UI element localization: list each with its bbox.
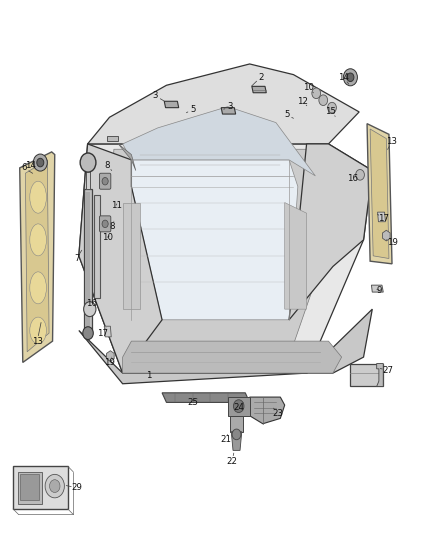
Text: 25: 25	[187, 398, 198, 407]
Polygon shape	[378, 212, 385, 222]
Polygon shape	[123, 203, 140, 309]
Text: 3: 3	[227, 102, 233, 111]
Polygon shape	[118, 144, 136, 171]
Circle shape	[45, 474, 64, 498]
Text: 8: 8	[105, 161, 110, 169]
Text: 24: 24	[233, 403, 244, 412]
Circle shape	[233, 400, 244, 413]
Ellipse shape	[30, 272, 46, 304]
FancyBboxPatch shape	[99, 216, 111, 232]
Text: 19: 19	[387, 238, 397, 247]
Polygon shape	[107, 136, 118, 141]
Polygon shape	[86, 160, 90, 189]
Polygon shape	[84, 189, 92, 330]
Polygon shape	[367, 124, 392, 264]
Polygon shape	[79, 144, 372, 373]
Text: 14: 14	[25, 161, 36, 169]
Polygon shape	[110, 149, 333, 357]
Text: 10: 10	[102, 233, 113, 241]
Text: 14: 14	[338, 73, 350, 82]
Polygon shape	[164, 101, 179, 108]
Circle shape	[343, 69, 357, 86]
Polygon shape	[350, 364, 383, 386]
Text: 29: 29	[71, 483, 82, 492]
Text: 9: 9	[376, 286, 381, 295]
Circle shape	[37, 158, 44, 167]
Text: 19: 19	[104, 358, 115, 367]
Polygon shape	[370, 129, 389, 259]
Text: 23: 23	[272, 409, 284, 417]
Text: 27: 27	[382, 366, 393, 375]
Ellipse shape	[30, 317, 46, 344]
Ellipse shape	[30, 224, 46, 256]
Text: 3: 3	[153, 92, 158, 100]
Text: 21: 21	[220, 435, 231, 444]
Polygon shape	[13, 466, 68, 509]
Circle shape	[232, 429, 241, 440]
Text: 11: 11	[110, 201, 122, 209]
Polygon shape	[20, 474, 39, 500]
Text: 2: 2	[258, 73, 263, 82]
Circle shape	[347, 73, 354, 82]
Polygon shape	[162, 393, 250, 402]
Polygon shape	[79, 309, 372, 384]
Text: 5: 5	[190, 105, 195, 114]
Text: 8: 8	[109, 222, 114, 231]
Polygon shape	[231, 432, 242, 450]
Text: 5: 5	[284, 110, 290, 119]
Polygon shape	[123, 341, 342, 373]
Circle shape	[312, 88, 321, 99]
Polygon shape	[79, 144, 162, 373]
Text: 13: 13	[32, 337, 43, 345]
Polygon shape	[131, 160, 298, 320]
Text: 17: 17	[97, 329, 109, 337]
Polygon shape	[289, 144, 372, 320]
Polygon shape	[371, 285, 383, 292]
Polygon shape	[285, 203, 307, 309]
Circle shape	[102, 220, 108, 228]
FancyBboxPatch shape	[99, 173, 111, 189]
Text: 12: 12	[297, 97, 308, 106]
Circle shape	[102, 177, 108, 185]
Polygon shape	[123, 107, 315, 176]
Text: 17: 17	[378, 214, 389, 223]
Circle shape	[83, 154, 93, 166]
Text: 22: 22	[226, 457, 238, 465]
Polygon shape	[94, 195, 100, 298]
Polygon shape	[18, 472, 42, 504]
Text: 1: 1	[146, 372, 152, 380]
Polygon shape	[252, 86, 266, 93]
Circle shape	[84, 302, 96, 317]
Circle shape	[328, 102, 336, 113]
Polygon shape	[85, 192, 90, 328]
Polygon shape	[230, 416, 243, 432]
Text: 16: 16	[86, 300, 98, 308]
Ellipse shape	[30, 181, 46, 213]
Text: 13: 13	[386, 137, 398, 146]
Text: 6: 6	[21, 164, 27, 172]
Circle shape	[83, 327, 93, 340]
Polygon shape	[25, 160, 49, 352]
Polygon shape	[377, 364, 383, 386]
Text: 10: 10	[303, 84, 314, 92]
Polygon shape	[250, 397, 285, 424]
Circle shape	[80, 153, 96, 172]
Polygon shape	[20, 152, 55, 362]
Circle shape	[319, 95, 328, 106]
Text: 16: 16	[347, 174, 358, 183]
Polygon shape	[104, 326, 111, 337]
Polygon shape	[88, 64, 359, 144]
Circle shape	[33, 154, 47, 171]
Polygon shape	[228, 397, 250, 416]
Polygon shape	[221, 108, 236, 114]
Circle shape	[49, 480, 60, 492]
Circle shape	[356, 169, 364, 180]
Text: 7: 7	[74, 254, 79, 263]
Text: 15: 15	[325, 108, 336, 116]
